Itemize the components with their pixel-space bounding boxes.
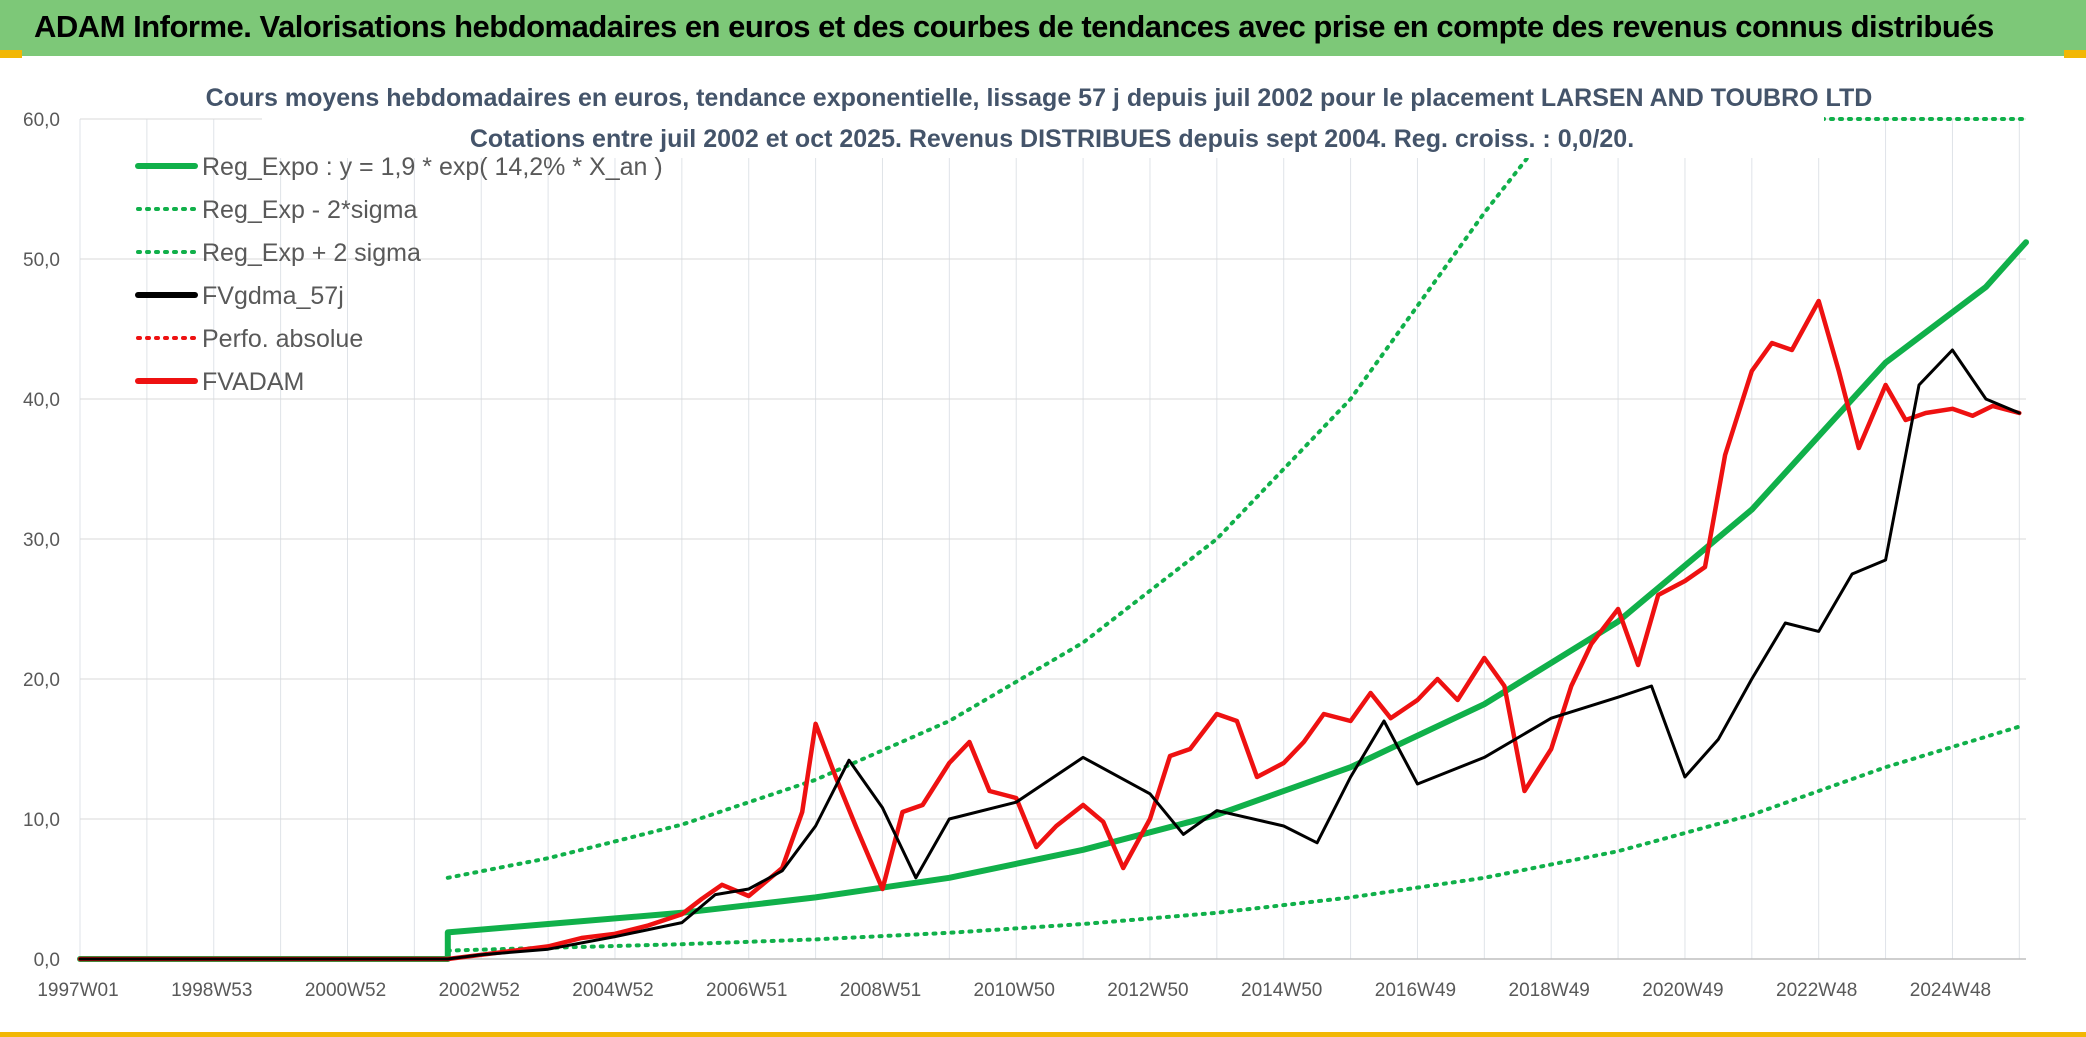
y-tick-label: 30,0 — [23, 530, 60, 551]
chart-legend: Reg_Expo : y = 1,9 * exp( 14,2% * X_an )… — [135, 153, 663, 396]
chart-subtitle: Cotations entre juil 2002 et oct 2025. R… — [470, 125, 1634, 153]
series-line-5 — [77, 298, 2022, 962]
y-tick-label: 40,0 — [23, 390, 60, 411]
x-tick-label: 2008W51 — [840, 980, 921, 1001]
y-tick-label: 0,0 — [34, 950, 60, 971]
legend-label: FVADAM — [202, 368, 304, 396]
y-axis: 0,0 10,0 20,0 30,0 40,0 50,0 60,0 — [23, 110, 60, 971]
x-tick-label: 2010W50 — [974, 980, 1055, 1001]
x-tick-label: 2000W52 — [305, 980, 386, 1001]
header-banner: ADAM Informe. Valorisations hebdomadaire… — [0, 0, 2086, 56]
x-tick-label: 2020W49 — [1642, 980, 1723, 1001]
y-tick-label: 10,0 — [23, 810, 60, 831]
series-line-3 — [78, 348, 2021, 961]
x-tick-label: 1998W53 — [171, 980, 252, 1001]
legend-label: Perfo. absolue — [202, 325, 363, 353]
page-title: ADAM Informe. Valorisations hebdomadaire… — [34, 9, 1994, 44]
x-tick-label: 2014W50 — [1241, 980, 1322, 1001]
accent-strip-left — [0, 50, 22, 58]
series-line-2 — [445, 117, 1560, 880]
x-tick-label: 1997W01 — [37, 980, 118, 1001]
accent-strip-right — [2064, 50, 2086, 58]
x-tick-label: 2018W49 — [1509, 980, 1590, 1001]
series-line-1 — [445, 724, 2022, 953]
y-tick-label: 60,0 — [23, 110, 60, 131]
y-tick-label: 50,0 — [23, 250, 60, 271]
x-tick-label: 2004W52 — [572, 980, 653, 1001]
legend-label: FVgdma_57j — [202, 282, 344, 310]
x-tick-label: 2002W52 — [439, 980, 520, 1001]
chart-title-backdrop — [262, 78, 1824, 158]
y-tick-label: 20,0 — [23, 670, 60, 691]
accent-strip-bottom — [0, 1032, 2086, 1037]
legend-label: Reg_Exp + 2 sigma — [202, 239, 421, 267]
x-tick-label: 2016W49 — [1375, 980, 1456, 1001]
legend-label: Reg_Exp - 2*sigma — [202, 196, 417, 224]
x-axis: 1997W01 1998W53 2000W52 2002W52 2004W52 2006W… — [37, 980, 1991, 1001]
legend-label: Reg_Expo : y = 1,9 * exp( 14,2% * X_an ) — [202, 153, 663, 181]
x-tick-label: 2006W51 — [706, 980, 787, 1001]
series-line-0 — [77, 239, 2029, 962]
chart: Cours moyens hebdomadaires en euros, ten… — [23, 78, 2029, 1001]
x-tick-label: 2022W48 — [1776, 980, 1857, 1001]
x-tick-label: 2012W50 — [1107, 980, 1188, 1001]
chart-series — [77, 117, 2029, 962]
x-tick-label: 2024W48 — [1910, 980, 1991, 1001]
chart-title: Cours moyens hebdomadaires en euros, ten… — [206, 84, 1873, 112]
